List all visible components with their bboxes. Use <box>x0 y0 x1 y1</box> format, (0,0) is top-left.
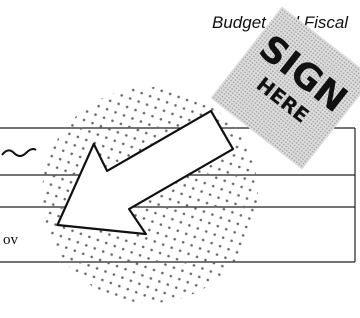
document: Budget and Fiscal ov SIGN HERE <box>0 0 360 318</box>
signature <box>2 149 36 156</box>
page: Budget and Fiscal ov SIGN HERE (() => { … <box>0 0 360 318</box>
partial-text: ov <box>3 232 19 248</box>
